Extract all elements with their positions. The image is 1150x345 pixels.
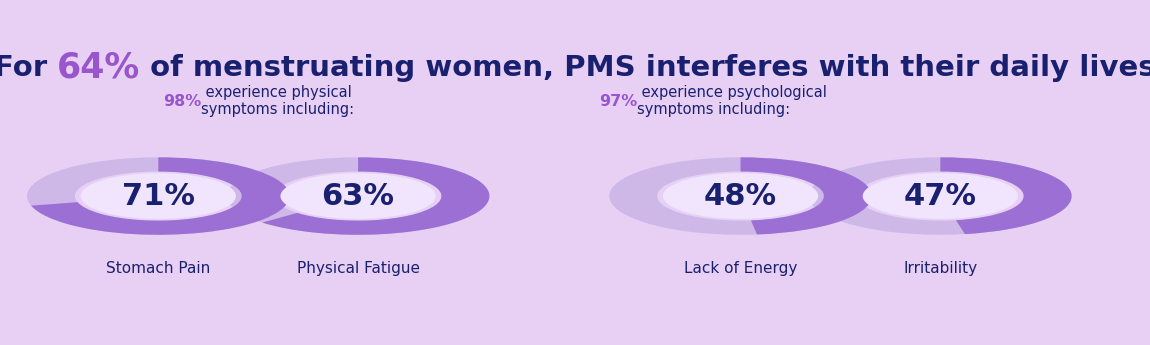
Wedge shape	[741, 157, 872, 235]
Text: Lack of Energy: Lack of Energy	[684, 261, 797, 276]
Wedge shape	[31, 157, 290, 235]
Text: 63%: 63%	[322, 181, 394, 210]
Text: experience physical
symptoms including:: experience physical symptoms including:	[201, 85, 354, 117]
Wedge shape	[262, 157, 490, 235]
Text: For: For	[0, 54, 58, 82]
Text: experience psychological
symptoms including:: experience psychological symptoms includ…	[637, 85, 827, 117]
Circle shape	[662, 173, 818, 219]
Text: 97%: 97%	[599, 94, 637, 109]
Circle shape	[81, 173, 236, 219]
Text: 98%: 98%	[163, 94, 201, 109]
Wedge shape	[610, 157, 872, 235]
Circle shape	[862, 173, 1018, 219]
Text: 47%: 47%	[904, 181, 976, 210]
Text: 48%: 48%	[704, 181, 777, 210]
Text: of menstruating women, PMS interferes with their daily lives: of menstruating women, PMS interferes wi…	[140, 54, 1150, 82]
Text: 71%: 71%	[122, 181, 194, 210]
Wedge shape	[26, 157, 290, 235]
Wedge shape	[810, 157, 1072, 235]
Wedge shape	[941, 157, 1072, 234]
Text: Stomach Pain: Stomach Pain	[106, 261, 210, 276]
Wedge shape	[227, 157, 490, 235]
Text: Irritability: Irritability	[903, 261, 978, 276]
Circle shape	[281, 173, 436, 219]
Text: 64%: 64%	[58, 51, 140, 85]
Text: Physical Fatigue: Physical Fatigue	[297, 261, 420, 276]
